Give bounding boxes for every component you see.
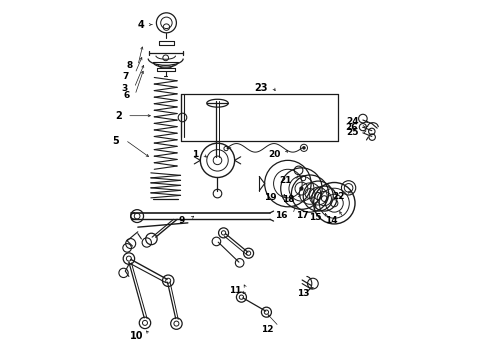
Text: 26: 26 xyxy=(345,123,358,132)
Text: 5: 5 xyxy=(113,136,119,146)
Text: 9: 9 xyxy=(179,216,185,225)
Text: 22: 22 xyxy=(333,192,345,201)
Circle shape xyxy=(302,146,306,150)
Text: 19: 19 xyxy=(265,193,277,202)
Text: 25: 25 xyxy=(346,129,359,138)
Text: 1: 1 xyxy=(192,150,198,159)
Text: 2: 2 xyxy=(115,111,122,121)
Text: 13: 13 xyxy=(297,289,309,298)
Text: 6: 6 xyxy=(123,91,129,100)
Text: 24: 24 xyxy=(347,117,359,126)
Text: 8: 8 xyxy=(126,61,132,70)
Text: 11: 11 xyxy=(229,285,242,294)
Text: 10: 10 xyxy=(130,332,143,342)
Text: 15: 15 xyxy=(309,213,322,222)
Text: 18: 18 xyxy=(282,195,294,204)
Text: 4: 4 xyxy=(138,19,144,30)
Text: 7: 7 xyxy=(122,72,129,81)
Text: 21: 21 xyxy=(280,176,292,185)
Text: 12: 12 xyxy=(261,325,273,334)
Text: 14: 14 xyxy=(325,216,338,225)
Text: 16: 16 xyxy=(275,211,288,220)
Circle shape xyxy=(299,186,304,191)
Text: 3: 3 xyxy=(122,84,128,93)
Text: 23: 23 xyxy=(255,83,268,93)
Text: 20: 20 xyxy=(269,150,281,159)
Text: 17: 17 xyxy=(296,211,309,220)
